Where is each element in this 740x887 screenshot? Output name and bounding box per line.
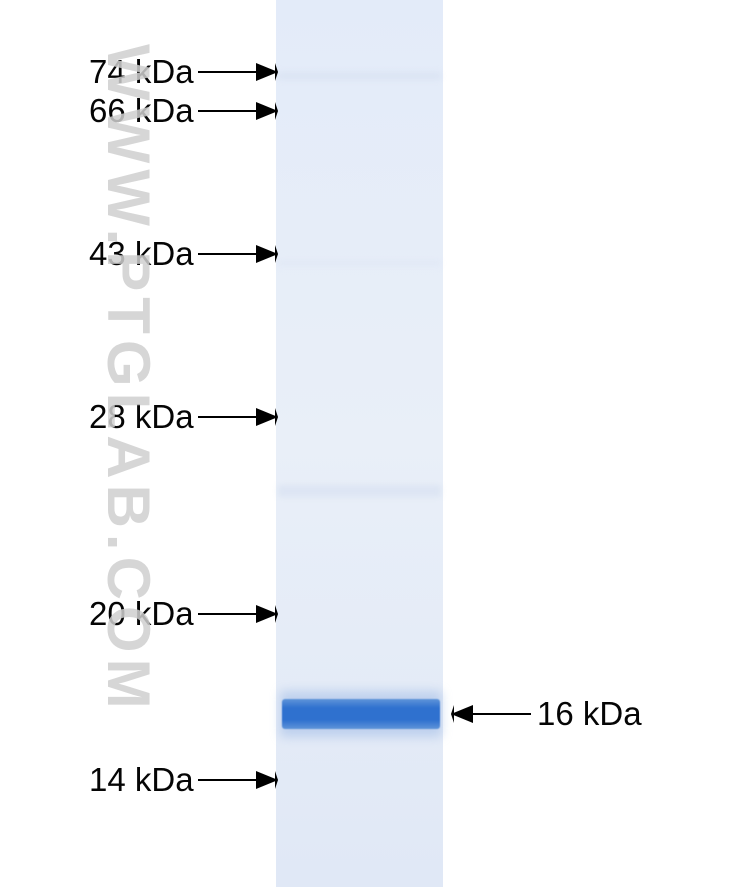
gel-lane (276, 0, 443, 887)
arrow-right-icon (198, 408, 278, 426)
lane-smudge (278, 485, 441, 497)
lane-smudge (278, 72, 441, 80)
mw-marker-label: 66 kDa (89, 92, 194, 130)
mw-marker: 20 kDa (89, 595, 278, 634)
mw-marker-label: 14 kDa (89, 761, 194, 799)
mw-marker: 28 kDa (89, 398, 278, 437)
arrow-left-icon (451, 705, 531, 723)
protein-band (282, 699, 440, 729)
arrow-right-icon (198, 63, 278, 81)
arrow-right-icon (198, 102, 278, 120)
mw-marker-label: 20 kDa (89, 595, 194, 633)
gel-figure: 74 kDa66 kDa 43 kDa 28 kDa 20 kDa 14 kDa 16 … (0, 0, 740, 887)
band-marker: 16 kDa (451, 695, 642, 734)
mw-marker-label: 74 kDa (89, 53, 194, 91)
arrow-right-icon (198, 245, 278, 263)
mw-marker: 66 kDa (89, 92, 278, 131)
band-label: 16 kDa (537, 695, 642, 733)
mw-marker: 14 kDa (89, 761, 278, 800)
mw-marker-label: 43 kDa (89, 235, 194, 273)
lane-smudge (278, 260, 441, 266)
mw-marker-label: 28 kDa (89, 398, 194, 436)
arrow-right-icon (198, 771, 278, 789)
mw-marker: 43 kDa (89, 235, 278, 274)
arrow-right-icon (198, 605, 278, 623)
mw-marker: 74 kDa (89, 53, 278, 92)
